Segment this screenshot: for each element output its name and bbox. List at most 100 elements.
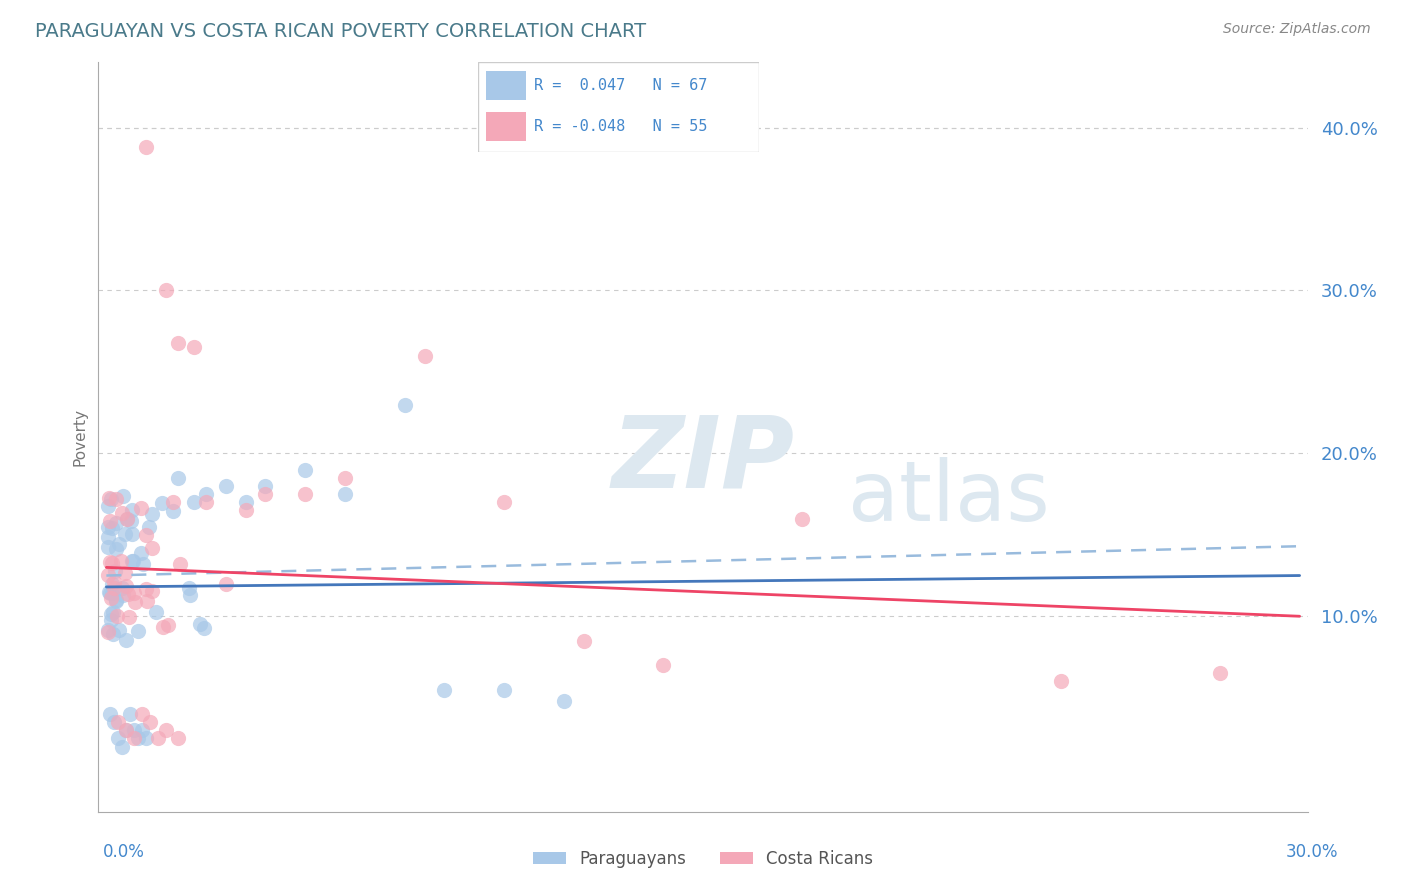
Point bbox=[118, 610, 141, 624]
FancyBboxPatch shape bbox=[486, 71, 526, 100]
Point bbox=[235, 503, 257, 517]
Point bbox=[294, 463, 316, 477]
Point bbox=[101, 576, 124, 591]
Point bbox=[194, 495, 217, 509]
Point bbox=[194, 487, 217, 501]
Point bbox=[114, 566, 136, 581]
Point bbox=[333, 487, 356, 501]
Point bbox=[115, 579, 138, 593]
Point bbox=[122, 723, 145, 738]
Point bbox=[179, 581, 201, 595]
Point bbox=[1209, 666, 1232, 681]
Point bbox=[135, 528, 157, 542]
Point bbox=[129, 501, 152, 516]
Point bbox=[111, 739, 134, 754]
Point bbox=[115, 512, 138, 526]
Point bbox=[127, 624, 149, 639]
Point bbox=[115, 723, 138, 738]
Point bbox=[97, 530, 120, 544]
FancyBboxPatch shape bbox=[486, 112, 526, 141]
Text: 0.0%: 0.0% bbox=[103, 843, 145, 861]
Point bbox=[333, 471, 356, 485]
Point bbox=[97, 491, 120, 505]
Point bbox=[100, 613, 122, 627]
Point bbox=[254, 479, 277, 493]
Point bbox=[105, 516, 128, 530]
Point bbox=[97, 540, 120, 554]
Point bbox=[98, 585, 121, 599]
Point bbox=[162, 503, 184, 517]
Point bbox=[135, 582, 157, 596]
Point bbox=[494, 682, 516, 697]
Point bbox=[254, 487, 277, 501]
Point bbox=[169, 557, 191, 571]
Point bbox=[155, 284, 177, 298]
Point bbox=[215, 576, 238, 591]
Point bbox=[141, 583, 163, 598]
Point bbox=[97, 624, 120, 639]
Point bbox=[141, 507, 163, 521]
Point bbox=[433, 682, 456, 697]
Point bbox=[97, 567, 120, 582]
Point bbox=[97, 499, 120, 513]
Point bbox=[572, 633, 595, 648]
Point bbox=[129, 546, 152, 560]
Point bbox=[104, 565, 127, 579]
Point bbox=[193, 621, 215, 635]
Point bbox=[167, 335, 190, 350]
Text: ZIP: ZIP bbox=[612, 411, 794, 508]
Point bbox=[115, 632, 138, 647]
Point bbox=[111, 582, 134, 596]
Point bbox=[111, 507, 134, 521]
Point bbox=[124, 595, 146, 609]
Y-axis label: Poverty: Poverty bbox=[72, 408, 87, 467]
Text: 30.0%: 30.0% bbox=[1286, 843, 1339, 861]
Text: R = -0.048   N = 55: R = -0.048 N = 55 bbox=[534, 120, 707, 134]
Point bbox=[127, 731, 149, 746]
Text: Source: ZipAtlas.com: Source: ZipAtlas.com bbox=[1223, 22, 1371, 37]
Point bbox=[105, 609, 128, 624]
Point bbox=[103, 581, 125, 595]
Point bbox=[101, 556, 124, 570]
Point bbox=[98, 555, 121, 569]
Point bbox=[121, 502, 143, 516]
Point bbox=[183, 495, 205, 509]
Point bbox=[100, 521, 122, 535]
Point bbox=[101, 605, 124, 619]
Point bbox=[394, 397, 416, 411]
Point bbox=[494, 495, 516, 509]
Point bbox=[98, 586, 121, 600]
Point bbox=[152, 620, 174, 634]
Point bbox=[135, 140, 157, 154]
Point bbox=[162, 495, 184, 509]
Point bbox=[108, 536, 131, 550]
Point bbox=[107, 715, 129, 730]
Point bbox=[179, 588, 201, 602]
Point bbox=[157, 618, 180, 632]
Text: atlas: atlas bbox=[848, 457, 1050, 538]
Point bbox=[122, 731, 145, 746]
Point bbox=[553, 694, 575, 708]
Point bbox=[114, 526, 136, 541]
Point bbox=[121, 526, 143, 541]
Point bbox=[150, 496, 173, 510]
Point bbox=[103, 715, 125, 730]
Point bbox=[103, 575, 125, 590]
Point bbox=[121, 554, 143, 568]
Point bbox=[97, 623, 120, 637]
Point bbox=[124, 586, 146, 600]
Point bbox=[104, 492, 127, 507]
Point bbox=[652, 658, 675, 673]
Point bbox=[112, 489, 135, 503]
Point bbox=[792, 511, 814, 525]
Point bbox=[135, 731, 157, 746]
Point bbox=[131, 706, 153, 721]
Point bbox=[120, 514, 142, 528]
Point bbox=[215, 479, 238, 493]
Point bbox=[101, 627, 124, 641]
Point bbox=[98, 706, 121, 721]
Point bbox=[138, 520, 160, 534]
Point bbox=[110, 554, 132, 568]
Point bbox=[100, 591, 122, 605]
Point bbox=[146, 731, 169, 746]
